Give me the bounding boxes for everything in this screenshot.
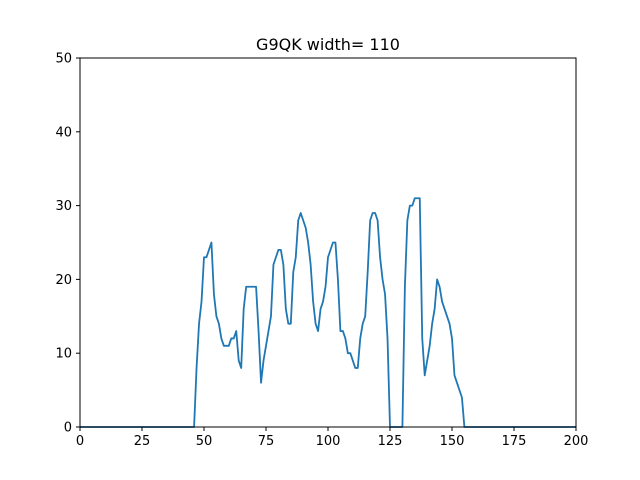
x-tick-label: 100 [316, 434, 341, 449]
x-tick-label: 25 [134, 434, 151, 449]
y-tick-label: 10 [55, 347, 72, 362]
x-tick-label: 150 [440, 434, 465, 449]
x-tick-label: 50 [196, 434, 213, 449]
y-tick-label: 50 [55, 52, 72, 67]
axes-frame [79, 57, 577, 428]
x-tick-label: 75 [258, 434, 275, 449]
x-tick-label: 125 [378, 434, 403, 449]
y-tick-label: 40 [55, 125, 72, 140]
plot-area [80, 197, 576, 428]
x-axis-ticks: 0 25 50 75 100 125 150 175 200 [76, 427, 589, 449]
chart-title: G9QK width= 110 [256, 35, 400, 54]
x-tick-label: 200 [564, 434, 589, 449]
y-tick-label: 30 [55, 199, 72, 214]
series-line-0 [80, 197, 576, 428]
x-tick-label: 0 [76, 434, 84, 449]
x-tick-label: 175 [502, 434, 527, 449]
y-tick-label: 20 [55, 273, 72, 288]
y-tick-label: 0 [64, 421, 72, 436]
y-axis-ticks: 0 10 20 30 40 50 [55, 52, 80, 436]
